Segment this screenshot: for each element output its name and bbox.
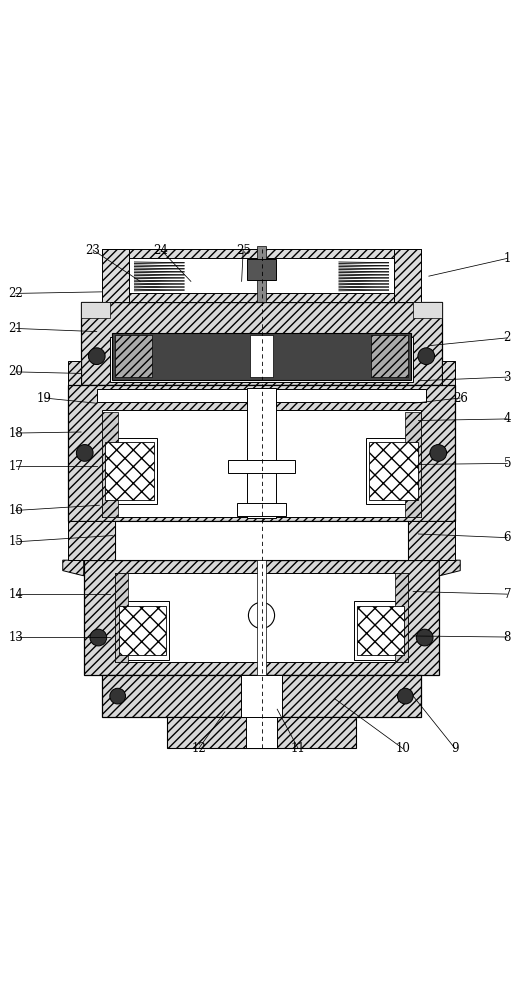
Text: 26: 26	[453, 392, 468, 405]
Bar	[112, 333, 411, 380]
Polygon shape	[439, 560, 460, 576]
Text: 21: 21	[8, 322, 23, 335]
Bar	[129, 258, 394, 293]
Bar	[102, 675, 421, 717]
Bar	[371, 335, 408, 377]
Bar	[84, 560, 439, 675]
Bar	[68, 385, 455, 521]
Circle shape	[418, 348, 435, 365]
Bar	[68, 361, 81, 385]
Text: 7: 7	[504, 588, 511, 601]
Bar	[110, 337, 413, 382]
Bar	[257, 246, 266, 302]
Text: 11: 11	[291, 742, 305, 755]
Text: 16: 16	[8, 504, 23, 517]
Text: 2: 2	[504, 331, 511, 344]
Bar	[115, 521, 408, 560]
Text: 8: 8	[504, 631, 511, 644]
Bar	[354, 601, 406, 660]
Bar	[395, 573, 408, 662]
Circle shape	[76, 445, 93, 461]
Text: 24: 24	[154, 244, 168, 257]
Bar	[115, 573, 128, 662]
Bar	[117, 601, 169, 660]
Text: 12: 12	[191, 742, 206, 755]
Circle shape	[90, 629, 107, 646]
Circle shape	[88, 348, 105, 365]
Bar	[102, 438, 157, 504]
Bar	[357, 606, 404, 655]
Text: 5: 5	[504, 457, 511, 470]
Bar	[102, 292, 421, 302]
Circle shape	[416, 629, 433, 646]
Bar	[102, 249, 129, 302]
Text: 17: 17	[8, 460, 23, 473]
Text: 9: 9	[451, 742, 459, 755]
Bar	[394, 249, 421, 302]
Text: 22: 22	[8, 287, 23, 300]
Text: 3: 3	[504, 371, 511, 384]
Bar	[442, 361, 455, 385]
Text: 1: 1	[504, 252, 511, 265]
Text: 18: 18	[8, 427, 23, 440]
Bar	[81, 302, 110, 318]
Text: 23: 23	[86, 244, 100, 257]
Text: 13: 13	[8, 631, 23, 644]
Bar	[68, 521, 115, 560]
Bar	[257, 560, 266, 675]
Bar	[115, 573, 408, 662]
Circle shape	[430, 445, 447, 461]
Bar	[241, 675, 282, 717]
Bar	[250, 335, 273, 377]
Bar	[413, 302, 442, 318]
Text: 25: 25	[236, 244, 251, 257]
Bar	[102, 249, 421, 258]
Bar	[247, 388, 276, 518]
Text: 20: 20	[8, 365, 23, 378]
Bar	[119, 606, 166, 655]
Circle shape	[110, 688, 126, 704]
Circle shape	[248, 602, 275, 628]
Bar	[228, 460, 295, 473]
Bar	[167, 717, 356, 748]
Bar	[115, 335, 152, 377]
Bar	[405, 412, 421, 517]
Bar	[247, 259, 276, 280]
Polygon shape	[63, 560, 84, 576]
Bar	[236, 503, 286, 516]
Bar	[97, 389, 426, 402]
Bar	[408, 521, 455, 560]
Text: 4: 4	[504, 412, 511, 425]
Text: 19: 19	[37, 392, 52, 405]
Text: 6: 6	[504, 531, 511, 544]
Bar	[369, 442, 418, 500]
Bar	[102, 410, 421, 517]
Bar	[102, 412, 118, 517]
Text: 10: 10	[395, 742, 410, 755]
Bar	[105, 442, 154, 500]
Circle shape	[397, 688, 413, 704]
Bar	[246, 717, 277, 748]
Text: 15: 15	[8, 535, 23, 548]
Bar	[366, 438, 421, 504]
Bar	[81, 302, 442, 385]
Text: 14: 14	[8, 588, 23, 601]
